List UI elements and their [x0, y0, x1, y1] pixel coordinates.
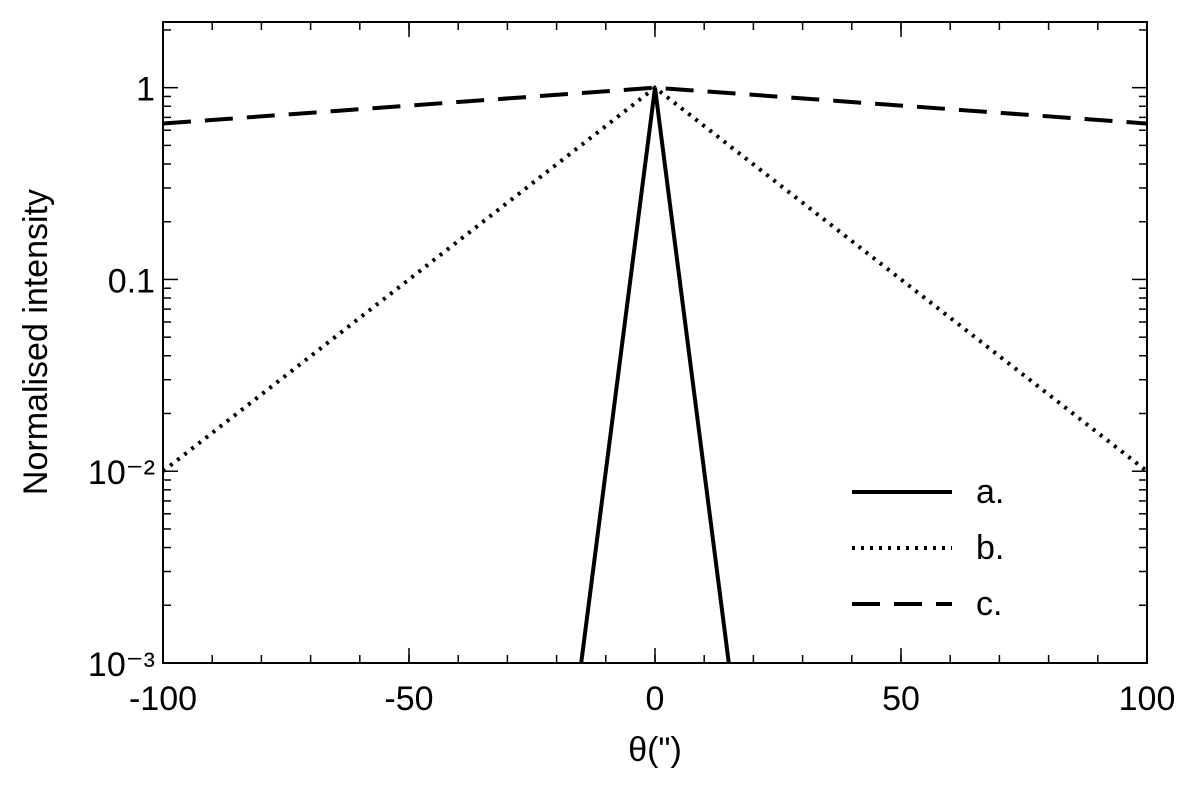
- x-axis-label: θ("): [628, 731, 682, 769]
- legend-label: a.: [976, 473, 1004, 511]
- x-tick-label: -50: [384, 680, 433, 718]
- legend-label: b.: [976, 529, 1004, 567]
- y-tick-label: 10⁻³: [88, 646, 155, 684]
- x-tick-label: 50: [882, 680, 920, 718]
- plot-area: [163, 85, 1147, 663]
- series-line: [163, 85, 1147, 126]
- legend-label: c.: [976, 585, 1002, 623]
- x-tick-label: 0: [646, 680, 665, 718]
- y-tick-label: 1: [136, 71, 155, 109]
- y-tick-label: 0.1: [108, 262, 155, 300]
- x-tick-label: -100: [129, 680, 197, 718]
- x-tick-label: 100: [1119, 680, 1176, 718]
- y-tick-label: 10⁻²: [88, 454, 155, 492]
- plot-frame: [162, 21, 1148, 664]
- series-line: [163, 85, 1147, 473]
- y-axis-label: Normalised intensity: [17, 189, 55, 495]
- series-line: [579, 87, 731, 663]
